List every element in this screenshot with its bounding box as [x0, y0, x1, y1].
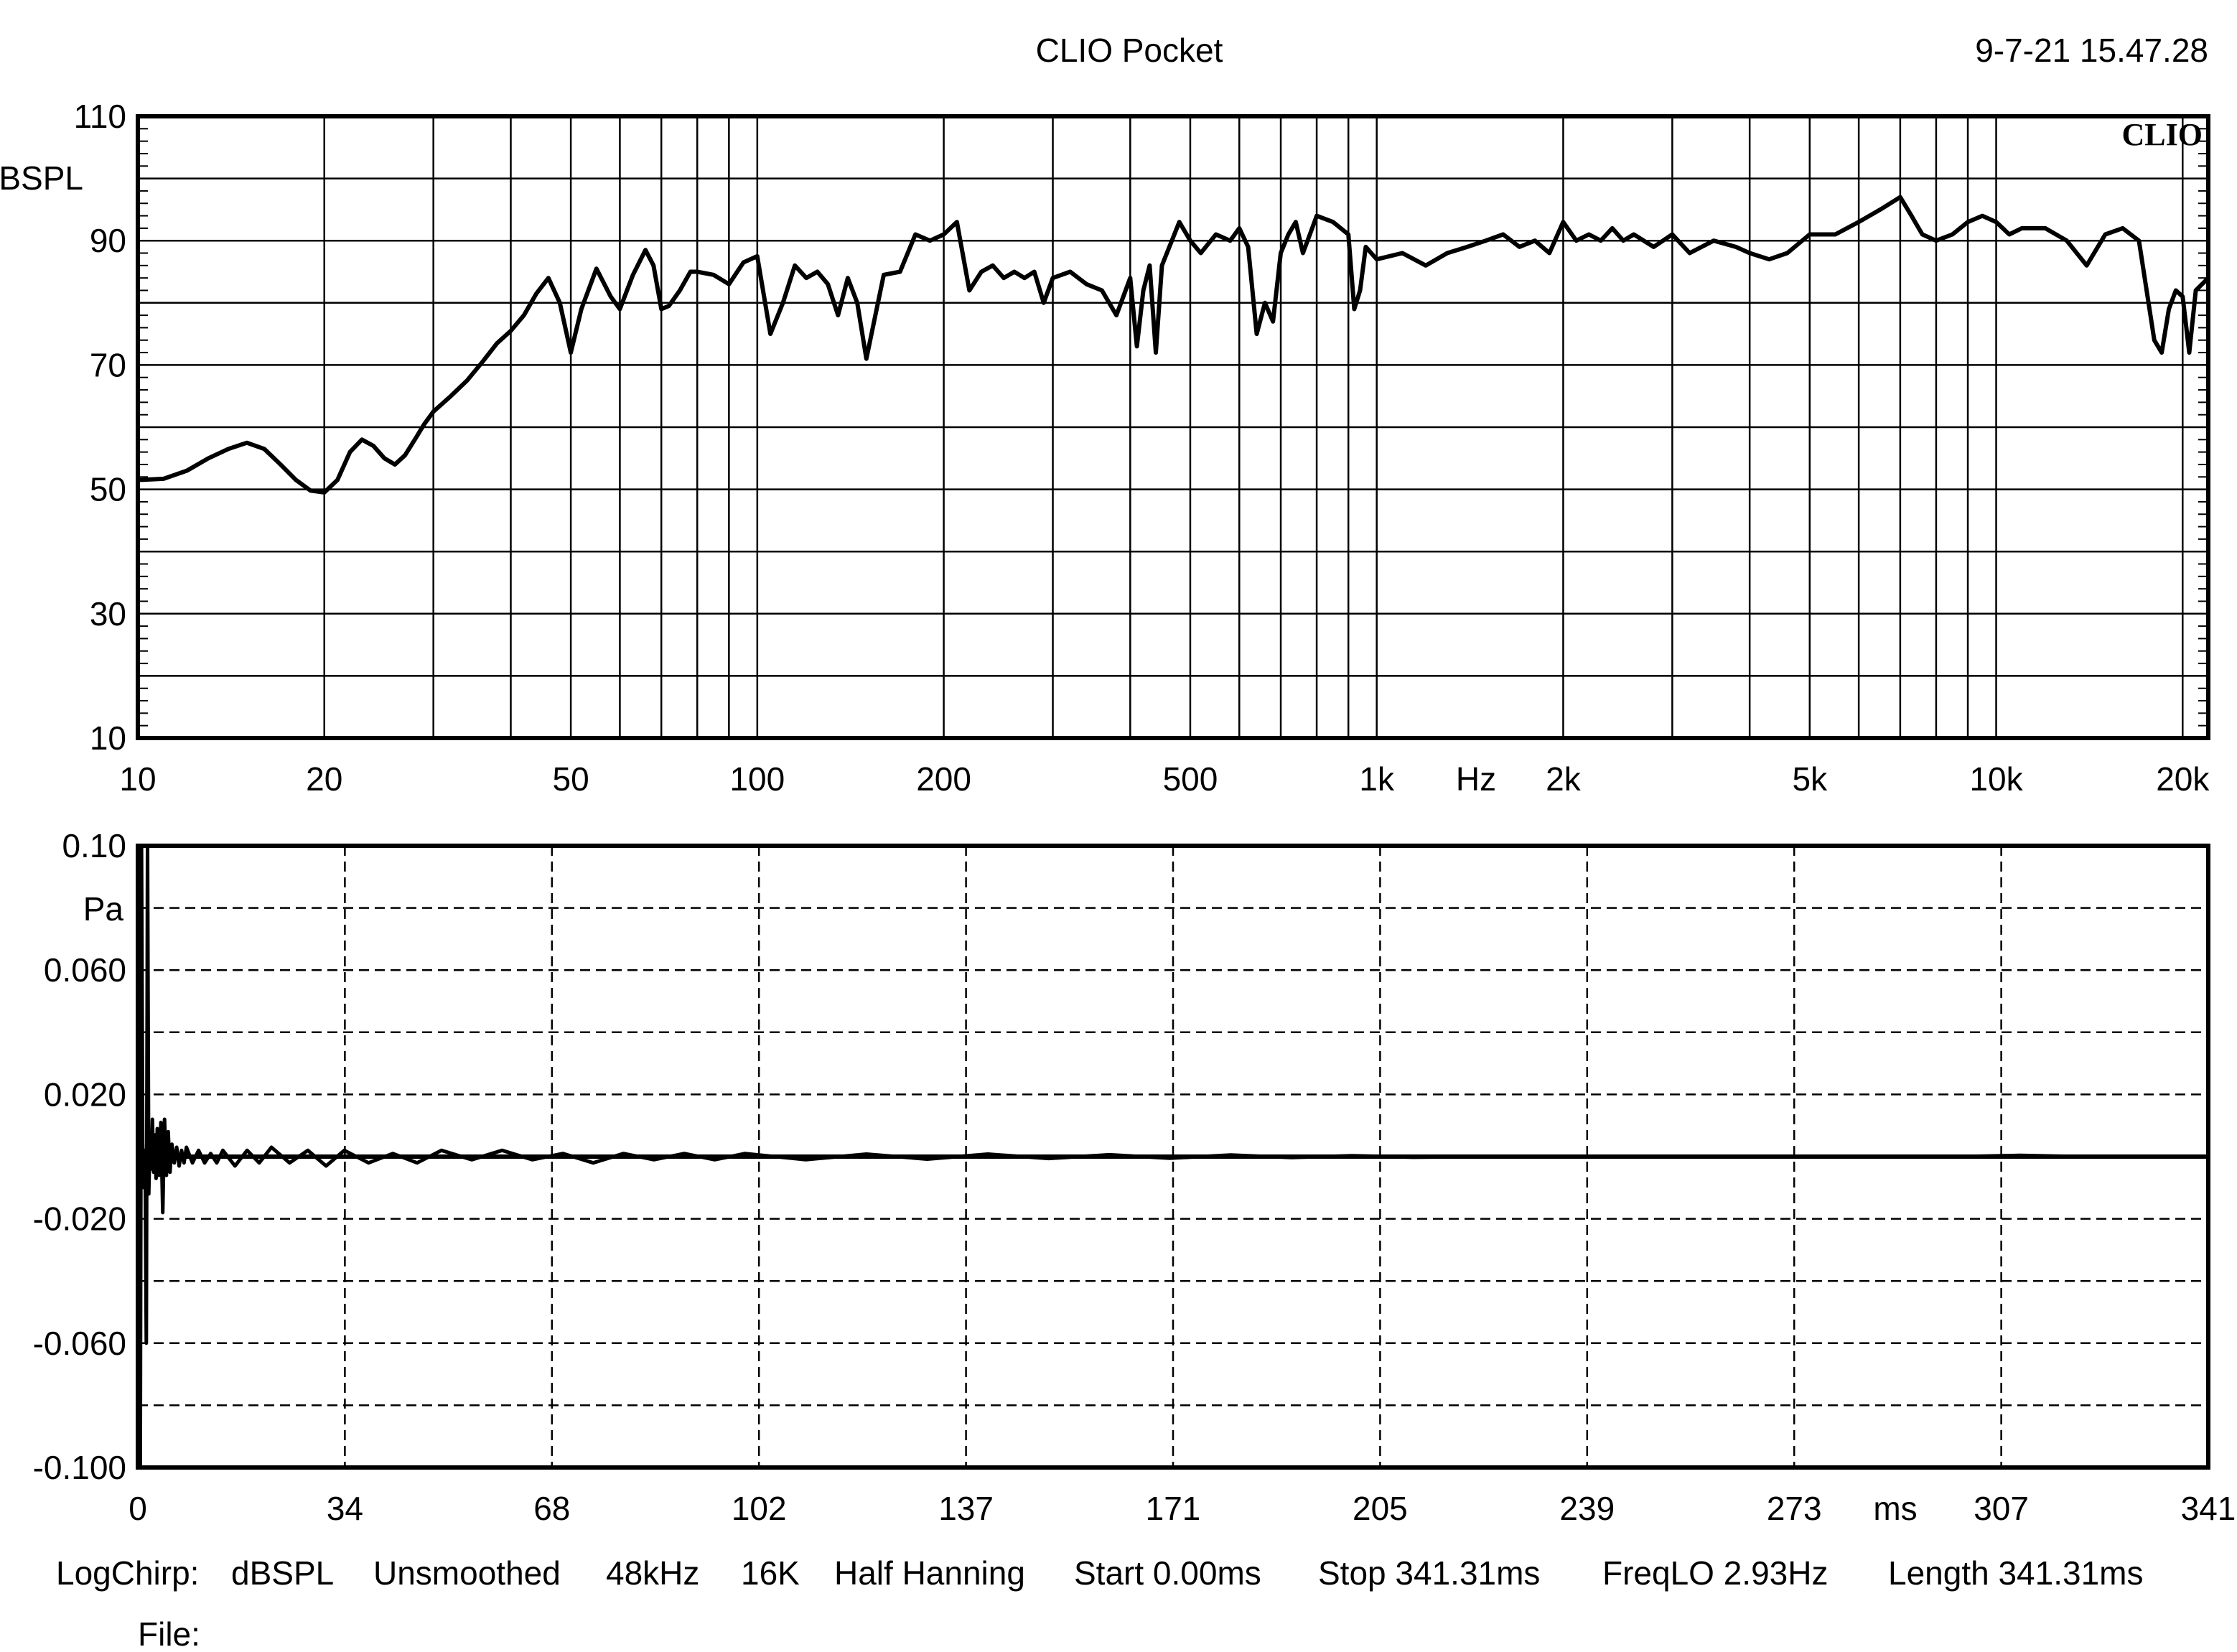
footer-setting-item: dBSPL — [231, 1554, 334, 1592]
ir-y-tick-label: 0.060 — [44, 951, 126, 989]
ir-x-tick-label: 239 — [1559, 1490, 1615, 1527]
footer-setting-item: FreqLO 2.93Hz — [1602, 1554, 1828, 1592]
fr-y-tick-label: 110 — [74, 98, 126, 135]
fr-x-unit-label: Hz — [1456, 760, 1496, 798]
footer-setting-item: Unsmoothed — [373, 1554, 561, 1592]
clio-brand-mark: CLIO — [2122, 117, 2203, 152]
fr-x-tick-label: 50 — [553, 760, 589, 798]
ir-x-tick-label: 273 — [1767, 1490, 1822, 1527]
footer-setting-item: 16K — [741, 1554, 800, 1592]
fr-x-tick-label: 500 — [1163, 760, 1218, 798]
ir-y-tick-label: -0.020 — [33, 1200, 126, 1238]
ir-x-tick-label: 307 — [1974, 1490, 2029, 1527]
fr-x-tick-label: 10k — [1969, 760, 2023, 798]
footer-setting-item: Length 341.31ms — [1888, 1554, 2144, 1592]
fr-x-tick-label: 20k — [2156, 760, 2210, 798]
fr-x-tick-label: 1k — [1359, 760, 1395, 798]
fr-x-tick-label: 10 — [119, 760, 156, 798]
ir-y-tick-label: 0.020 — [44, 1075, 126, 1113]
fr-grid — [138, 116, 2208, 739]
footer-setting-item: 48kHz — [606, 1554, 699, 1592]
fr-x-tick-label: 200 — [916, 760, 971, 798]
ir-x-tick-label: 205 — [1353, 1490, 1408, 1527]
ir-x-tick-labels: 0 34 68 102 137 171 205 239 273 307 341 — [129, 1490, 2236, 1527]
fr-plot-frame — [136, 114, 2210, 740]
ir-x-tick-label: 341 — [2181, 1490, 2236, 1527]
ir-y-tick-label: 0.10 — [62, 827, 126, 864]
fr-y-unit-label: dBSPL — [0, 159, 83, 197]
footer-setting-item: Start 0.00ms — [1074, 1554, 1261, 1592]
fr-series-line — [137, 195, 2210, 495]
fr-y-tick-label: 30 — [90, 595, 126, 633]
fr-x-tick-labels: 10 20 50 100 200 500 1k 2k 5k 10k 20k — [119, 760, 2210, 798]
fr-x-tick-label: 2k — [1546, 760, 1582, 798]
footer-setting-item: LogChirp: — [56, 1554, 199, 1592]
ir-x-unit-label: ms — [1873, 1490, 1917, 1527]
ir-x-tick-label: 137 — [938, 1490, 994, 1527]
ir-y-tick-labels: 0.10 0.060 0.020 -0.020 -0.060 -0.100 — [33, 827, 126, 1486]
fr-y-tick-label: 10 — [90, 719, 126, 757]
fr-x-tick-label: 100 — [729, 760, 785, 798]
fr-y-tick-labels: 110 90 70 50 30 10 — [74, 98, 126, 757]
ir-plot-frame — [136, 844, 2210, 1470]
ir-x-tick-label: 171 — [1146, 1490, 1201, 1527]
measurement-settings-footer: LogChirp: dBSPL Unsmoothed 48kHz 16K Half Han… — [56, 1554, 2144, 1592]
ir-x-tick-label: 102 — [732, 1490, 787, 1527]
footer-setting-item: Stop 341.31ms — [1318, 1554, 1540, 1592]
fr-y-tick-label: 50 — [90, 471, 126, 508]
ir-x-tick-label: 34 — [327, 1490, 363, 1527]
ir-y-unit-label: Pa — [83, 890, 124, 928]
footer-setting-item: Half Hanning — [834, 1554, 1025, 1592]
frequency-response-panel: 110 90 70 50 30 10 10 20 50 100 200 500 1k 2k 5k 10k 20… — [0, 98, 2210, 798]
fr-y-tick-label: 70 — [90, 346, 126, 383]
chart-title: CLIO Pocket — [1036, 32, 1223, 69]
file-label: File: — [138, 1615, 200, 1652]
fr-y-tick-label: 90 — [90, 222, 126, 259]
impulse-response-panel: 0.10 0.060 0.020 -0.020 -0.060 -0.100 0 34 68 10… — [33, 827, 2236, 1527]
measurement-datetime: 9-7-21 15.47.28 — [1975, 32, 2208, 69]
ir-x-tick-label: 68 — [533, 1490, 570, 1527]
ir-y-tick-label: -0.060 — [33, 1325, 126, 1362]
ir-x-tick-label: 0 — [129, 1490, 147, 1527]
fr-x-tick-label: 5k — [1793, 760, 1829, 798]
ir-y-tick-label: -0.100 — [33, 1449, 126, 1486]
fr-x-tick-label: 20 — [306, 760, 342, 798]
ir-series-line — [136, 844, 2208, 1470]
